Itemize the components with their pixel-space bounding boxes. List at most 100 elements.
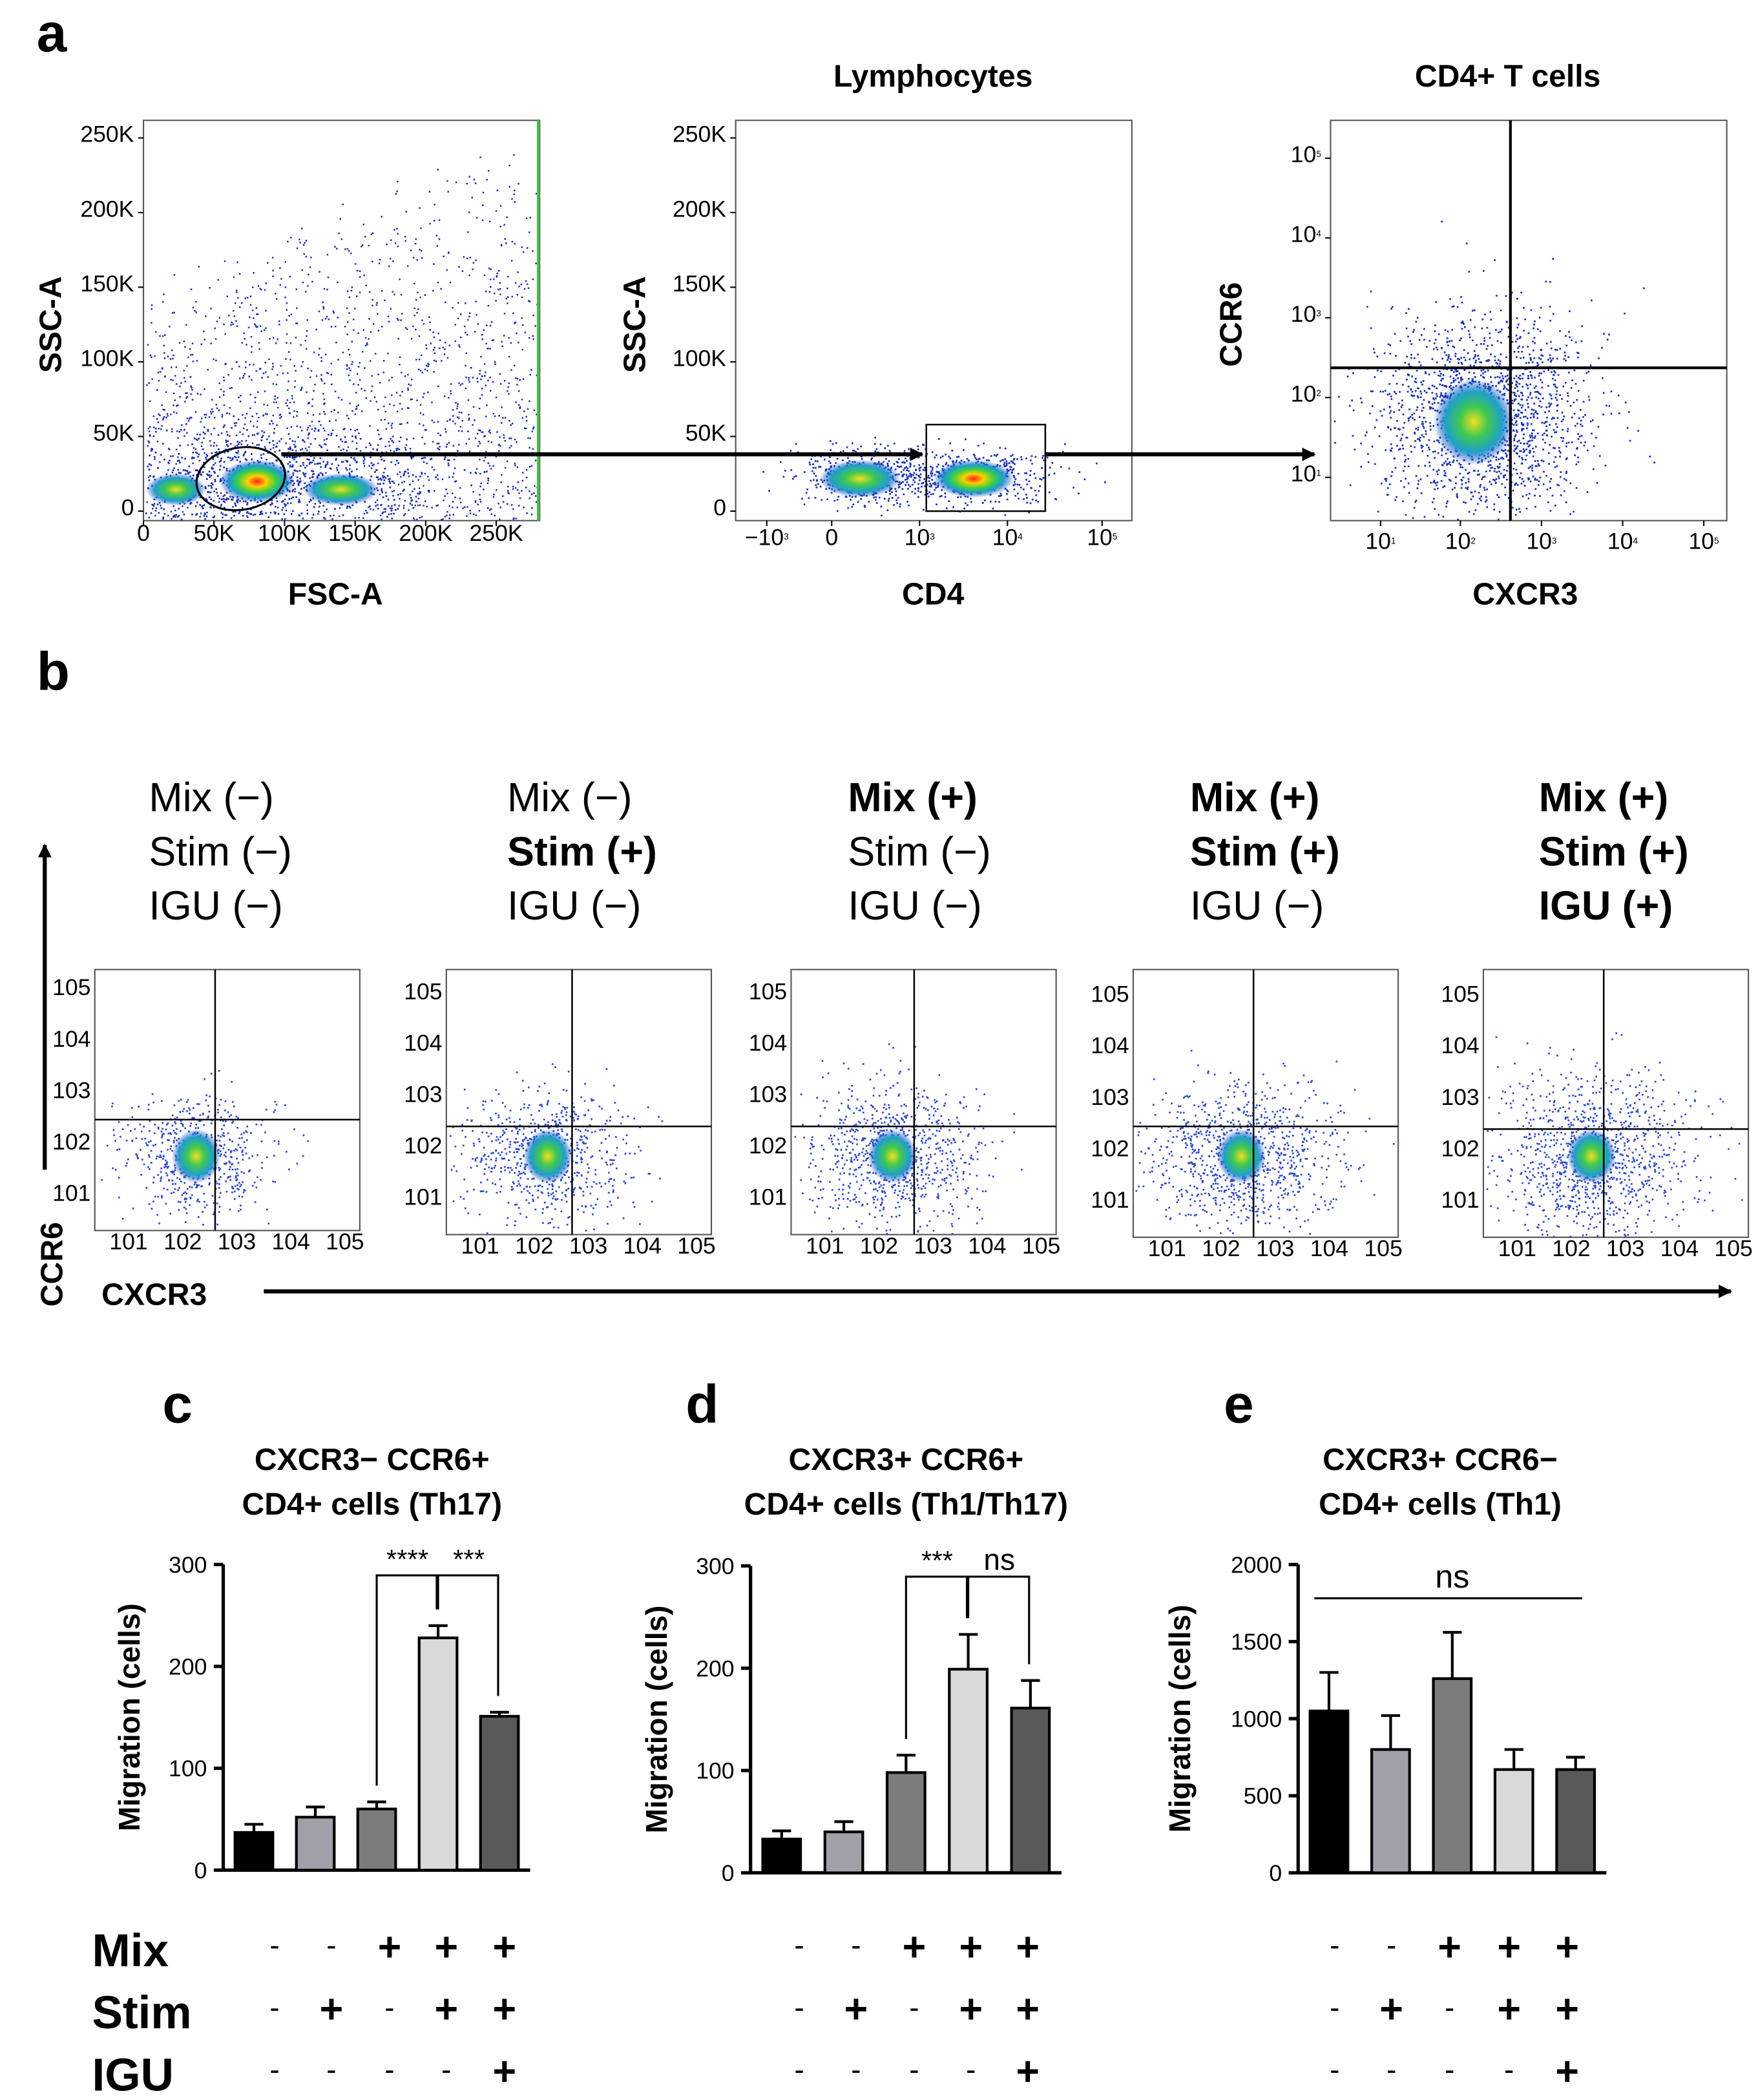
chart-c-title-line-1: CXCR3− CCR6+ [255,1442,490,1477]
cond-c-r1-c5: + [492,1924,516,1969]
pa1-xtick: 250K [470,520,523,546]
chart-d-bar-2 [823,1830,864,1874]
mini-ytick: 105 [52,974,90,1000]
chart-c-sig-label-2: *** [453,1544,485,1575]
mini-ytick: 104 [1441,1033,1479,1058]
mini-xtick: 105 [1022,1233,1060,1259]
chart-e-ytick: 0 [1269,1860,1282,1886]
mini-xtick: 102 [515,1233,553,1259]
pa3-xtick: 103 [1526,529,1556,554]
chart-e-title-line-2: CD4+ cells (Th1) [1319,1487,1562,1522]
pa3-xtick: 105 [1688,529,1719,554]
chart-d-bar-5 [1010,1706,1051,1874]
mini-ytick: 104 [404,1030,442,1056]
cond-e-r1-c5: + [1555,1924,1579,1969]
pa1-ytick: 0 [121,494,134,520]
chart-e-ytick: 500 [1244,1783,1282,1809]
mini-ytick: 104 [52,1026,90,1052]
mini-ytick: 104 [1091,1033,1129,1058]
cond-c-r2-c4: + [435,1987,459,2032]
condition-4-igu: IGU (−) [1190,883,1324,929]
mini-ytick: 102 [404,1133,442,1159]
panel-letter-c: c [162,1374,193,1434]
chart-c-bar-1 [233,1831,275,1872]
mini-ytick: 105 [1091,982,1129,1007]
chart-e-title-line-1: CXCR3+ CCR6− [1323,1442,1558,1477]
cond-d-r2-c4: + [959,1987,983,2032]
pa2-xtick: 105 [1087,524,1117,550]
mini-xtick: 104 [1310,1235,1348,1261]
condition-2-stim: Stim (+) [507,829,657,874]
pa2-xtick: −103 [745,524,789,550]
cond-e-r2-c3: - [1445,1990,1454,2024]
chart-d-bar-3 [885,1771,926,1874]
mini-ytick: 102 [749,1133,787,1159]
pa1-xtick: 200K [399,520,452,546]
mini-ytick: 101 [404,1184,442,1210]
lymphocyte-gate [195,446,286,512]
mini-ytick: 102 [1441,1135,1479,1161]
mini-scatter-1: 101 101 102 102 103 103 104 104 105 105 [52,969,364,1255]
chart-e-sig-label: ns [1435,1559,1469,1595]
cond-e-r1-c1: - [1330,1928,1339,1962]
chart-d-title-line-2: CD4+ cells (Th1/Th17) [744,1487,1068,1522]
cond-c-r2-c1: - [269,1990,279,2024]
pa2-xtick: 0 [825,524,838,550]
cond-e-r2-c5: + [1555,1987,1579,2032]
chart-c-title-line-2: CD4+ cells (Th17) [242,1487,502,1522]
pa1-ytick: 50K [93,420,134,446]
mini-ytick: 101 [1441,1187,1479,1213]
row-label-igu: IGU [92,2050,174,2100]
chart-e-bar-5 [1555,1768,1596,1874]
cd4-gate [925,423,1047,512]
chart-c-sig-label-1: **** [386,1544,428,1575]
mini-xtick: 101 [806,1233,844,1259]
cond-d-r3-c1: - [794,2053,804,2086]
chart-c-sig-bracket-1 [375,1574,438,1786]
condition-4-mix: Mix (+) [1190,775,1320,821]
mini-xtick: 101 [461,1233,499,1259]
panel-a: 0 50K 100K 150K 200K 250K 0 50K 100K 150K 200K 250K… [33,59,1728,611]
condition-1-mix: Mix (−) [149,775,274,821]
cond-d-r3-c4: - [966,2053,976,2086]
pa2-ylabel: SSC-A [617,276,652,373]
cond-c-r3-c4: - [441,2053,451,2086]
chart-c-bar-3 [356,1807,397,1872]
chart-c-sig-bracket-2 [437,1574,499,1696]
chart-c-ytick: 200 [169,1654,207,1679]
condition-3-mix: Mix (+) [848,775,978,821]
pa1-ytick: 100K [80,345,134,371]
pa1-ytick: 150K [80,271,134,297]
cond-d-r1-c4: + [959,1924,983,1969]
mini-scatter-3: 101 101 102 102 103 103 104 104 105 105 [749,969,1060,1259]
cond-c-r3-c3: - [384,2053,394,2086]
condition-3-igu: IGU (−) [848,883,981,929]
chart-d-bar-1 [761,1838,802,1874]
cond-e-r3-c4: - [1504,2053,1514,2086]
chart-d-sig-bracket-1 [905,1575,968,1739]
mini-xtick: 103 [218,1229,256,1255]
cond-c-r3-c5: + [492,2049,516,2094]
cond-c-r2-c3: - [384,1990,394,2024]
chart-e-ytick: 2000 [1231,1552,1282,1578]
pa2-ytick: 0 [713,494,726,520]
pa2-ytick: 200K [673,196,726,222]
mini-ytick: 101 [1091,1187,1129,1213]
chart-e-bar-2 [1370,1748,1411,1874]
chart-c-bar-5 [479,1715,520,1872]
mini-ytick: 102 [52,1129,90,1155]
pa1-ytick: 200K [80,196,134,222]
panel-b-ylabel: CCR6 [34,1222,69,1307]
pa1-xtick: 0 [137,520,150,546]
pa2-ytick: 100K [673,345,726,371]
mini-xtick: 102 [163,1229,202,1255]
row-label-mix: Mix [92,1926,169,1977]
mini-xtick: 102 [1202,1235,1240,1261]
cond-e-r3-c3: - [1445,2053,1454,2086]
bar-charts: CXCR3− CCR6+ CD4+ cells (Th17) Migration (… [112,1442,1607,1886]
chart-d-ytick: 300 [696,1553,734,1579]
cond-d-r1-c3: + [903,1924,926,1969]
pa2-xlabel: CD4 [902,576,965,611]
pa1-ytick: 250K [80,121,134,147]
